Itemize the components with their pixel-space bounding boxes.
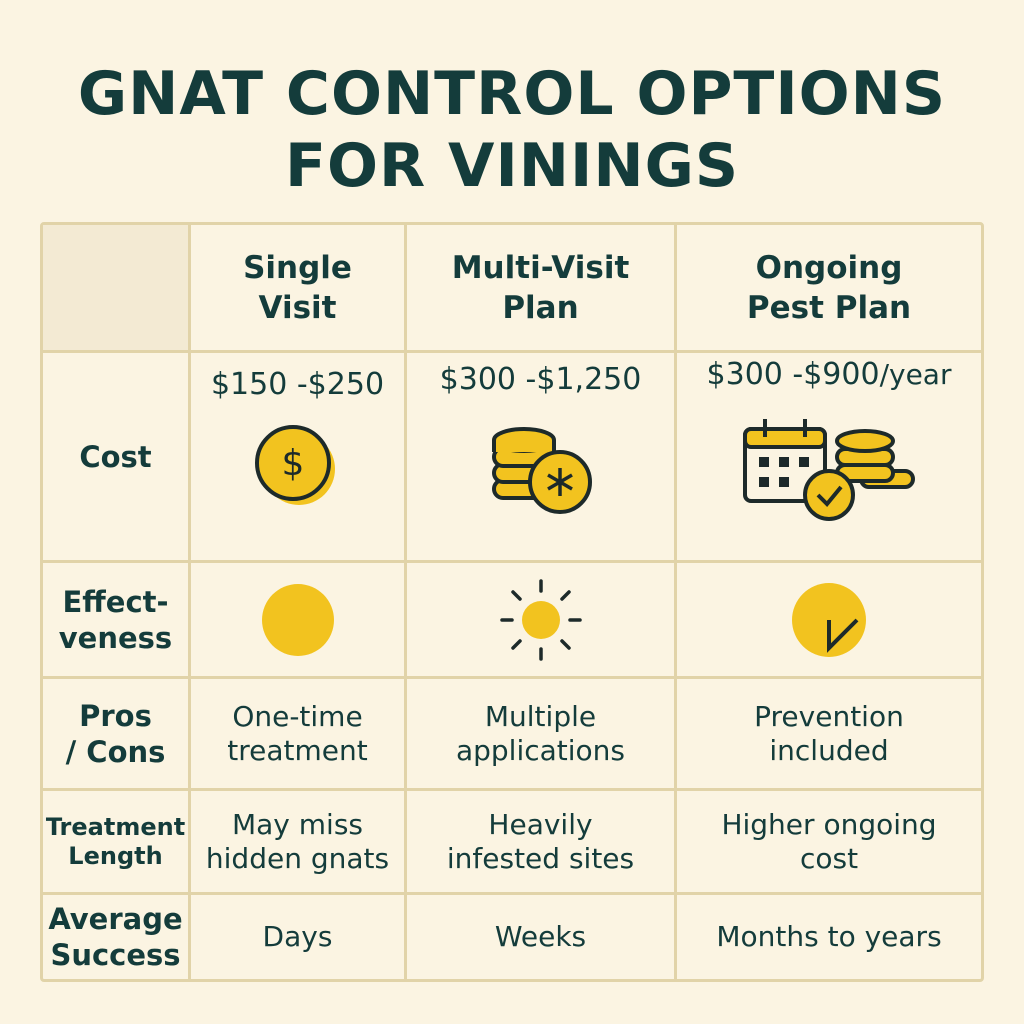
cost-single-visit-cell: $150 -$250 $ [191, 353, 407, 563]
title-line-2: FOR VININGS [284, 131, 740, 201]
page-title: GNAT CONTROL OPTIONS FOR VININGS [0, 58, 1024, 202]
row-label-cost: Cost [43, 353, 191, 563]
pros-cons-ongoing: Prevention included [677, 679, 981, 791]
row-label-pros-cons: Pros / Cons [43, 679, 191, 791]
cost-ongoing-cell: $300 -$900/year [677, 353, 981, 563]
cost-ongoing: $300 -$900/year [706, 356, 952, 392]
effectiveness-single-visit-cell [191, 563, 407, 679]
average-success-multi-visit: Weeks [407, 895, 677, 979]
average-success-single-visit: Days [191, 895, 407, 979]
average-success-ongoing: Months to years [716, 920, 942, 953]
effectiveness-ongoing-cell [677, 563, 981, 679]
effectiveness-multi-visit-cell [407, 563, 677, 679]
row-label-treatment-length: Treatment Length [43, 791, 191, 895]
pros-cons-single-visit: One-time treatment [191, 679, 407, 791]
sun-icon [499, 578, 582, 661]
cost-single-visit: $150 -$250 [210, 366, 385, 402]
column-header-single-visit: Single Visit [191, 225, 407, 353]
treatment-length-multi-visit: Heavily infested sites [407, 791, 677, 895]
dollar-coin-icon: $ [254, 424, 335, 505]
column-header-ongoing-pest-plan: Ongoing Pest Plan [677, 225, 981, 353]
treatment-length-single-visit: May miss hidden gnats [191, 791, 407, 895]
comparison-table: Single Visit Multi-Visit Plan Ongoing Pe… [40, 222, 984, 982]
cost-multi-visit: $300 -$1,250 [439, 361, 642, 397]
row-label-average-success: Average Success [43, 895, 191, 979]
calendar-coins-icon [743, 418, 915, 521]
full-circle-icon [261, 583, 334, 656]
column-header-multi-visit-plan: Multi-Visit Plan [407, 225, 677, 353]
title-line-1: GNAT CONTROL OPTIONS [77, 59, 947, 129]
cost-multi-visit-cell: $300 -$1,250 [407, 353, 677, 563]
table-corner-cell [43, 225, 191, 353]
svg-text:$: $ [281, 443, 304, 484]
treatment-length-ongoing: Higher ongoing cost [677, 791, 981, 895]
coin-stack-icon [491, 426, 592, 514]
pros-cons-multi-visit: Multiple applications [407, 679, 677, 791]
row-label-effectiveness: Effect- veness [43, 563, 191, 679]
clock-circle-icon [792, 582, 866, 657]
